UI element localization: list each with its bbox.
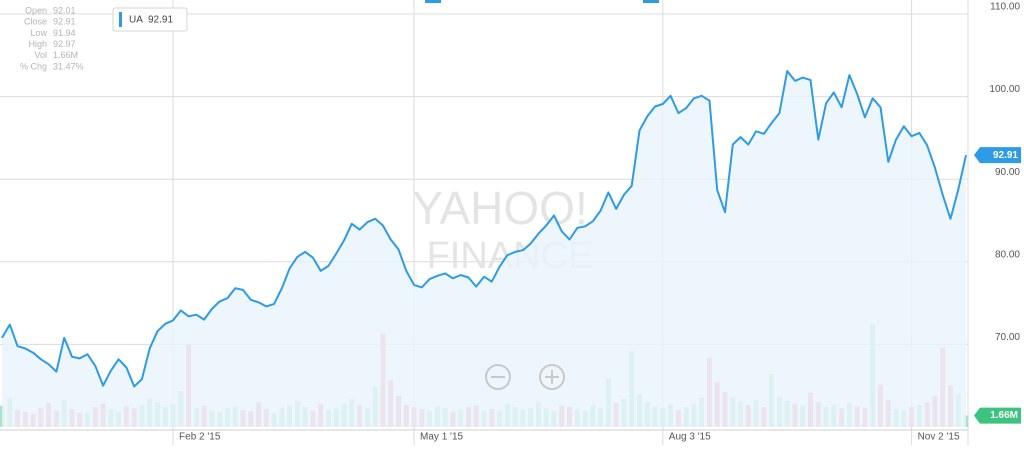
y-tick-label: 90.00 bbox=[995, 167, 1020, 178]
info-label: High bbox=[28, 39, 47, 49]
price-area bbox=[2, 71, 966, 427]
x-tick-label: Nov 2 '15 bbox=[918, 432, 960, 443]
info-value: 92.91 bbox=[53, 17, 76, 27]
legend-swatch bbox=[119, 12, 122, 27]
watermark-text: YAHOO! bbox=[412, 182, 588, 234]
scroll-handle[interactable] bbox=[425, 0, 441, 3]
x-tick-label: Feb 2 '15 bbox=[179, 432, 221, 443]
y-tick-label: 110.00 bbox=[990, 2, 1020, 13]
legend: UA 92.91 bbox=[112, 7, 188, 32]
info-label: Close bbox=[24, 17, 47, 27]
info-label: % Chg bbox=[20, 61, 47, 71]
price-tag bbox=[974, 147, 1021, 164]
legend-value: 92.91 bbox=[148, 15, 173, 26]
info-value: 1.66M bbox=[53, 50, 78, 60]
axis: 70.00 80.00 90.00 100.00 110.00 Feb 2 '15 May … bbox=[0, 2, 1021, 443]
legend-box bbox=[112, 7, 188, 32]
zoom-in-button[interactable] bbox=[539, 364, 565, 390]
info-value: 92.97 bbox=[53, 39, 76, 49]
zoom-out-button[interactable] bbox=[485, 364, 511, 390]
price-line bbox=[1, 70, 967, 388]
info-label: Open bbox=[25, 5, 47, 15]
info-label: Low bbox=[30, 28, 47, 38]
legend-name: UA bbox=[129, 15, 143, 26]
info-panel: Open 92.01 Close 92.91 Low 91.94 High 92.97 Vol 1… bbox=[20, 5, 84, 71]
info-label: Vol bbox=[34, 50, 47, 60]
x-tick-label: May 1 '15 bbox=[420, 432, 463, 443]
volume-tag bbox=[974, 407, 1021, 424]
y-tick-label: 100.00 bbox=[989, 84, 1020, 95]
x-tick-label: Aug 3 '15 bbox=[669, 432, 711, 443]
info-value: 31.47% bbox=[53, 61, 84, 71]
price-tag-label: 92.91 bbox=[993, 150, 1018, 161]
volume-tag-label: 1.66M bbox=[990, 410, 1018, 421]
info-value: 91.94 bbox=[53, 28, 76, 38]
scroll-handle[interactable] bbox=[643, 0, 659, 3]
price bbox=[1, 70, 967, 427]
info-value: 92.01 bbox=[53, 5, 76, 15]
y-tick-label: 70.00 bbox=[995, 332, 1020, 343]
zoom-controls bbox=[485, 364, 565, 390]
y-tick-label: 80.00 bbox=[995, 249, 1020, 260]
